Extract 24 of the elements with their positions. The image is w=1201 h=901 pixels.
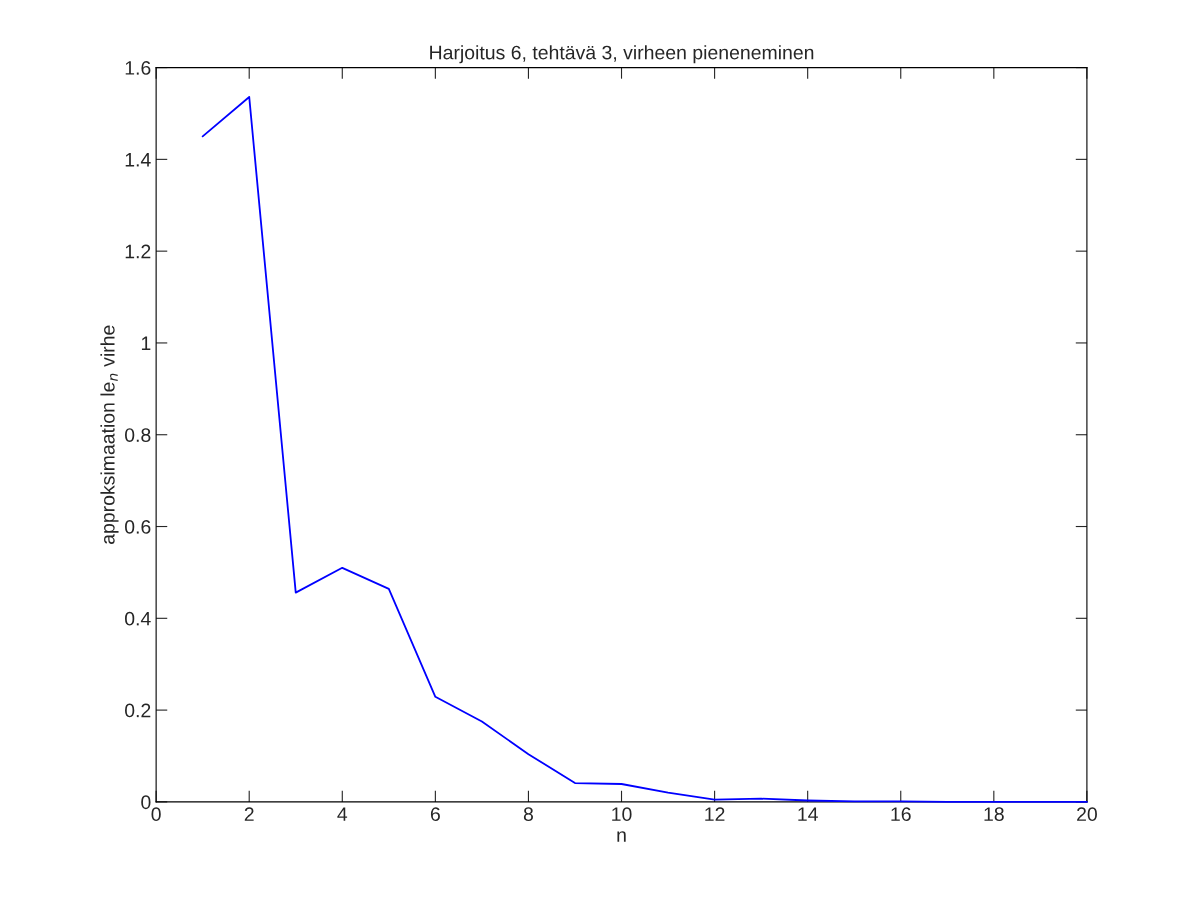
x-tick-label: 14 — [798, 807, 818, 821]
y-tick-label: 1.6 — [125, 61, 151, 75]
y-tick-label: 0.8 — [125, 428, 151, 442]
y-tick-label: 0.4 — [125, 611, 151, 626]
x-tick-label: 4 — [337, 807, 348, 821]
x-tick-label: 20 — [1077, 807, 1097, 822]
chart-title: Harjoitus 6, tehtävä 3, virheen pieneneminen — [430, 45, 814, 64]
x-axis-title: n — [617, 831, 626, 842]
x-tick-label: 12 — [705, 807, 725, 821]
y-tick-label: 1 — [141, 336, 151, 350]
line-series — [201, 96, 1088, 803]
y-tick-label: 1.2 — [125, 244, 151, 259]
x-tick-label: 18 — [984, 807, 1004, 822]
y-tick-label: 0.2 — [125, 703, 151, 718]
y-tick-label: 0 — [141, 795, 151, 810]
y-tick-label: 0.6 — [125, 519, 151, 534]
x-tick-label: 8 — [523, 807, 533, 822]
x-tick-label: 16 — [891, 807, 911, 822]
x-tick-label: 6 — [430, 807, 440, 822]
x-tick-label: 10 — [612, 807, 632, 822]
x-tick-label: 0 — [151, 807, 161, 822]
y-axis-title: approksimaation le$_{n}$ virhe — [100, 325, 119, 544]
x-tick-label: 2 — [244, 807, 254, 821]
y-tick-label: 1.4 — [125, 153, 151, 167]
